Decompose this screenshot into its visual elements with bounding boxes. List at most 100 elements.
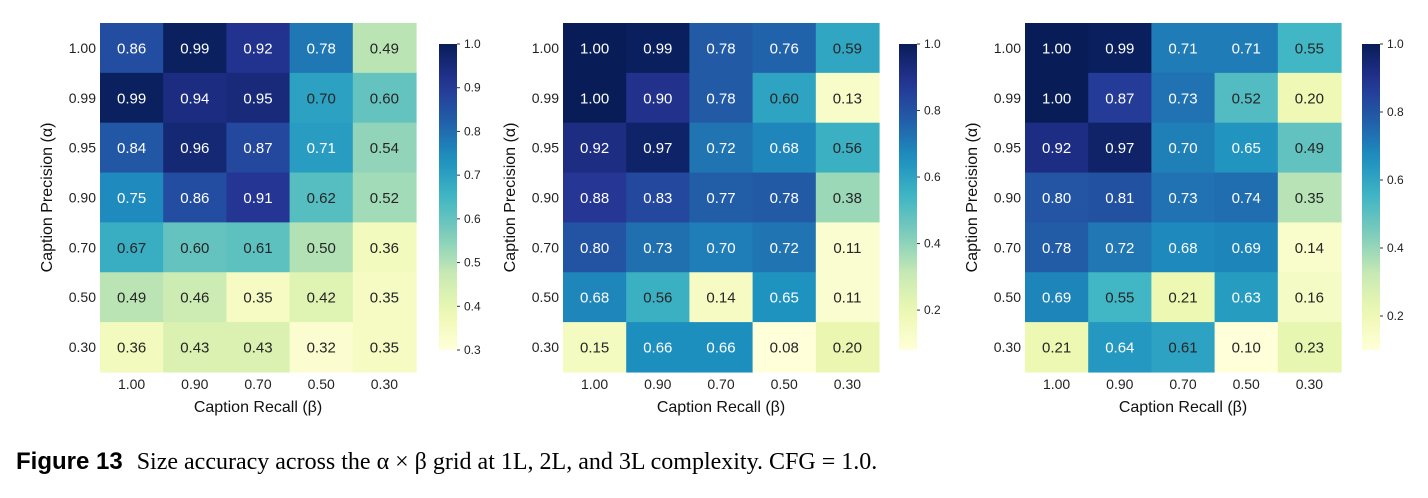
heatmap-panel-2: 1.00 0.99 0.78 0.76 0.59 1.00 0.90 0.78 0.60 0.13… [502, 23, 941, 416]
cell-value-label: 0.49 [370, 40, 399, 57]
cell-value-label: 0.88 [580, 190, 609, 207]
colorbar-tick-label: 0.4 [924, 237, 941, 251]
cell-value-label: 0.49 [117, 290, 146, 307]
cell-value-label: 0.15 [580, 340, 609, 357]
heatmap-cell [163, 272, 227, 323]
colorbar-tick-label: 0.5 [464, 256, 481, 270]
heatmap-cell [1214, 272, 1279, 323]
heatmap-cell [1151, 172, 1216, 223]
cell-value-label: 0.56 [643, 290, 672, 307]
cell-value-label: 0.86 [117, 40, 146, 57]
heatmap-cell [352, 72, 417, 124]
x-axis-label: Caption Recall (β) [657, 399, 785, 416]
cell-value-label: 0.43 [180, 340, 209, 357]
heatmap-cell [752, 172, 817, 223]
heatmap-cell [626, 322, 690, 373]
cell-value-label: 0.56 [833, 140, 862, 157]
cell-value-label: 0.72 [1105, 240, 1134, 257]
heatmap-cell [563, 122, 627, 174]
cell-value-label: 0.20 [1295, 90, 1324, 107]
heatmap-cell [563, 272, 627, 323]
heatmap-cell [1088, 222, 1152, 273]
colorbar-tick-label: 0.8 [1387, 105, 1404, 119]
heatmap-cell [1088, 322, 1152, 373]
heatmap-cell [289, 72, 354, 124]
cell-value-label: 0.87 [243, 140, 272, 157]
cell-value-label: 0.91 [243, 190, 272, 207]
heatmap-cell [626, 222, 690, 273]
figure-caption: Figure 13 Size accuracy across the α × β … [16, 448, 877, 476]
heatmap-cell [1277, 222, 1342, 273]
heatmap-cell [352, 222, 417, 273]
heatmap-cell [226, 222, 291, 273]
colorbar-tick-label: 0.4 [1387, 241, 1404, 255]
heatmap-cell [815, 23, 880, 74]
cell-value-label: 0.35 [1295, 190, 1324, 207]
cell-value-label: 0.92 [243, 40, 272, 57]
y-tick-label: 0.70 [69, 239, 96, 255]
heatmap-cell [1277, 122, 1342, 174]
heatmap-cell [689, 172, 754, 223]
cell-value-label: 0.32 [307, 340, 336, 357]
cell-value-label: 0.62 [307, 190, 336, 207]
heatmap-cell [1025, 172, 1089, 223]
cell-value-label: 0.80 [1042, 190, 1071, 207]
colorbar-tick-label: 0.2 [924, 303, 941, 317]
y-tick-label: 0.99 [69, 90, 96, 106]
cell-value-label: 0.95 [243, 90, 272, 107]
x-tick-label: 0.90 [644, 376, 671, 392]
heatmap-cell [752, 122, 817, 174]
heatmap-cell [226, 122, 291, 174]
heatmap-cell [289, 23, 354, 74]
colorbar-tick-label: 1.0 [1387, 37, 1404, 51]
cell-value-label: 0.83 [643, 190, 672, 207]
cell-value-label: 0.66 [706, 340, 735, 357]
y-tick-label: 0.30 [532, 339, 559, 355]
heatmap-cell [163, 222, 227, 273]
heatmap-cell [1025, 23, 1089, 74]
cell-value-label: 0.52 [370, 190, 399, 207]
cell-value-label: 0.90 [643, 90, 672, 107]
heatmap-cell [689, 122, 754, 174]
heatmap-cell [1025, 122, 1089, 174]
heatmap-cell [100, 172, 164, 223]
cell-value-label: 0.65 [1232, 140, 1261, 157]
y-tick-label: 0.90 [532, 189, 559, 205]
heatmap-cell [163, 72, 227, 124]
cell-value-label: 0.21 [1168, 290, 1197, 307]
cell-value-label: 1.00 [1042, 90, 1071, 107]
cell-value-label: 0.14 [1295, 240, 1324, 257]
colorbar-tick-label: 0.8 [464, 124, 481, 138]
heatmap-cell [815, 72, 880, 124]
heatmap-cell [1214, 172, 1279, 223]
cell-value-label: 0.08 [770, 340, 799, 357]
heatmap-cell [689, 222, 754, 273]
heatmap-cell [752, 272, 817, 323]
x-tick-label: 0.70 [244, 376, 271, 392]
heatmap-cell [1025, 72, 1089, 124]
cell-value-label: 0.99 [117, 90, 146, 107]
cell-value-label: 0.92 [1042, 140, 1071, 157]
cell-value-label: 0.49 [1295, 140, 1324, 157]
heatmap-cell [1214, 222, 1279, 273]
heatmap-cell [226, 272, 291, 323]
cell-value-label: 0.70 [307, 90, 336, 107]
cell-value-label: 0.35 [243, 290, 272, 307]
cell-value-label: 0.94 [180, 90, 209, 107]
heatmap-panel-1: 0.86 0.99 0.92 0.78 0.490.99 0.94 0.95 0.70 0.60… [39, 23, 481, 416]
y-tick-label: 0.95 [69, 140, 96, 156]
x-tick-label: 1.00 [118, 376, 145, 392]
heatmap-cell [289, 322, 354, 373]
cell-value-label: 0.72 [706, 140, 735, 157]
y-tick-label: 0.99 [994, 90, 1021, 106]
heatmap-cell [626, 172, 690, 223]
cell-value-label: 0.36 [117, 340, 146, 357]
cell-value-label: 0.68 [770, 140, 799, 157]
heatmap-cell [752, 222, 817, 273]
heatmap-cell [100, 322, 164, 373]
cell-value-label: 0.43 [243, 340, 272, 357]
heatmap-cell [289, 122, 354, 174]
y-axis-label: Caption Precision (α) [502, 123, 519, 273]
heatmap-cell [352, 172, 417, 223]
heatmap-cell [752, 322, 817, 373]
